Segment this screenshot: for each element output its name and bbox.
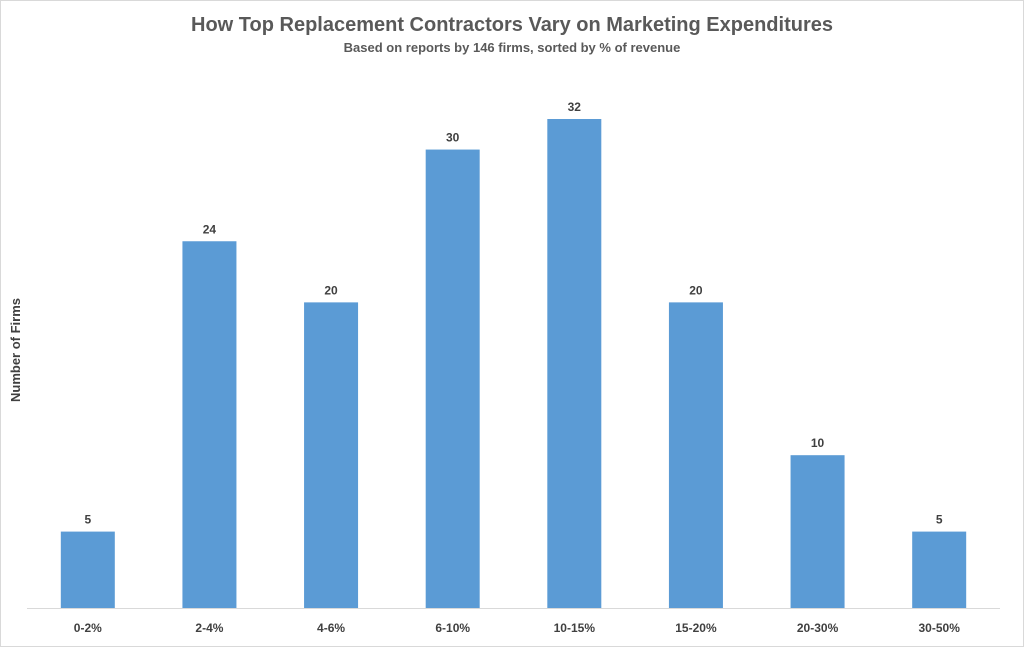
data-label: 20 [324,283,338,297]
x-tick-label: 6-10% [435,621,470,635]
x-tick-label: 30-50% [919,621,961,635]
bar-4-6% [304,302,359,608]
data-label: 30 [446,131,460,145]
bar-15-20% [668,302,723,608]
x-tick-label: 15-20% [675,621,717,635]
bar-30-50% [912,531,967,608]
x-tick-label: 0-2% [74,621,102,635]
x-tick-label: 2-4% [195,621,223,635]
x-tick-label: 10-15% [554,621,596,635]
bar-6-10% [425,149,480,608]
chart-subtitle: Based on reports by 146 firms, sorted by… [344,40,681,55]
y-axis-label: Number of Firms [8,298,23,402]
bar-2-4% [182,241,237,608]
bar-20-30% [790,455,845,608]
data-label: 20 [689,283,703,297]
chart-title: How Top Replacement Contractors Vary on … [191,14,833,36]
x-tick-label: 4-6% [317,621,345,635]
data-label: 24 [203,222,217,236]
bar-0-2% [60,531,115,608]
data-label: 10 [811,436,825,450]
bar-10-15% [547,119,602,608]
data-label: 32 [568,100,582,114]
data-label: 5 [84,513,91,527]
data-label: 5 [936,513,943,527]
x-tick-label: 20-30% [797,621,839,635]
